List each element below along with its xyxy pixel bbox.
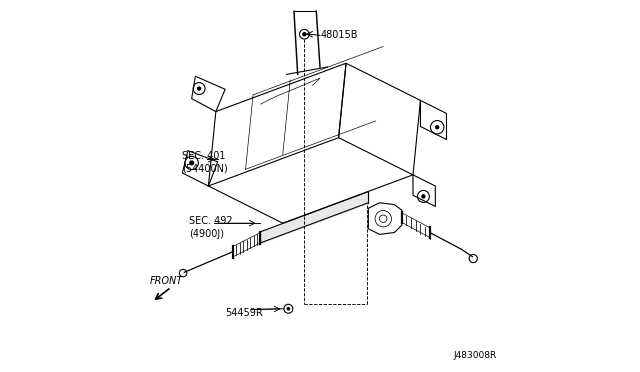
Text: FRONT: FRONT — [150, 276, 184, 286]
Circle shape — [198, 87, 200, 90]
Circle shape — [287, 308, 289, 310]
Text: 54459R: 54459R — [225, 308, 263, 318]
Circle shape — [190, 161, 193, 165]
Text: SEC. 492
(4900J): SEC. 492 (4900J) — [189, 217, 233, 239]
Text: J483008R: J483008R — [454, 351, 497, 360]
Circle shape — [303, 33, 306, 36]
Circle shape — [436, 126, 438, 129]
Circle shape — [422, 195, 425, 198]
Text: SEC. 401
(54400N): SEC. 401 (54400N) — [182, 151, 228, 173]
Text: 48015B: 48015B — [321, 31, 358, 40]
